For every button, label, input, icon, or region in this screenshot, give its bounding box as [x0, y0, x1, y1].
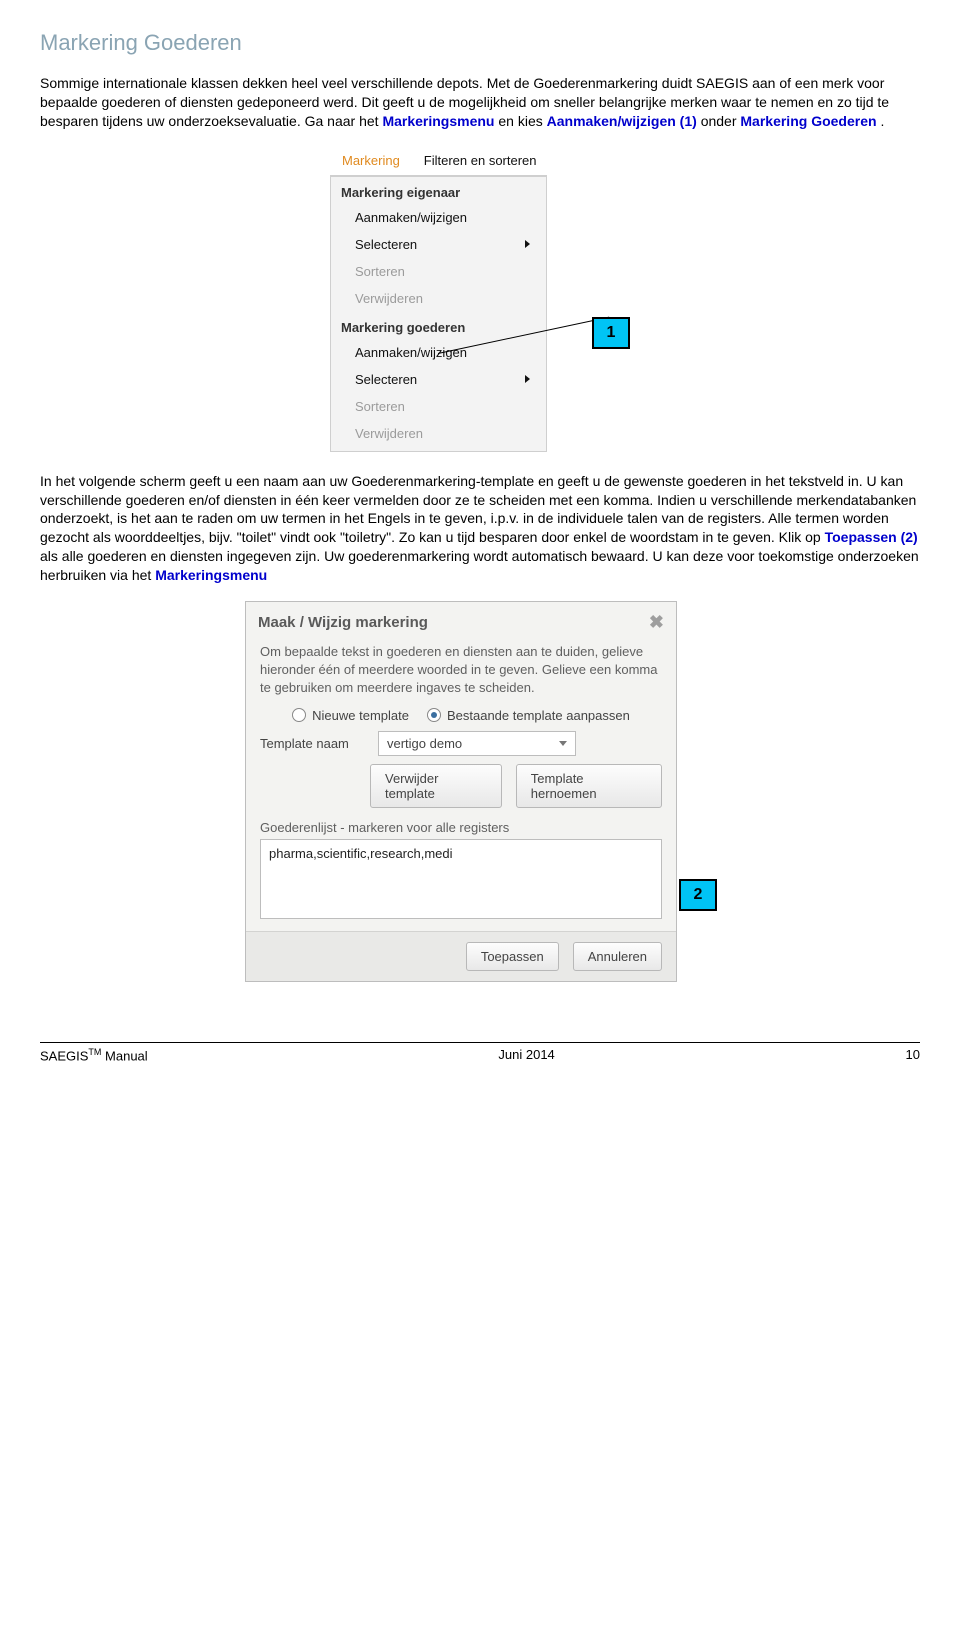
group-markering-eigenaar: Markering eigenaar: [331, 177, 546, 204]
dialog-footer: Toepassen Annuleren: [246, 931, 676, 981]
radio-existing-template[interactable]: [427, 708, 441, 722]
template-name-select[interactable]: vertigo demo: [378, 731, 576, 756]
cancel-button[interactable]: Annuleren: [573, 942, 662, 971]
tab-markering[interactable]: Markering: [330, 147, 412, 174]
footer-product: SAEGIS: [40, 1048, 88, 1063]
goods-list-input[interactable]: pharma,scientific,research,medi: [260, 839, 662, 919]
menu-item-label: Sorteren: [355, 264, 405, 279]
menu-item-selecteren-1[interactable]: Selecteren: [331, 231, 546, 258]
dialog-description: Om bepaalde tekst in goederen en dienste…: [260, 643, 662, 698]
close-icon[interactable]: ✖: [649, 612, 664, 633]
callout-2: 2: [679, 879, 717, 911]
radio-new-template[interactable]: [292, 708, 306, 722]
footer-manual: Manual: [101, 1048, 147, 1063]
footer-page-number: 10: [906, 1047, 920, 1063]
page-title: Markering Goederen: [40, 30, 920, 56]
menu-tabbar: Markering Filteren en sorteren: [330, 147, 630, 175]
menu-item-label: Verwijderen: [355, 426, 423, 441]
toepassen-ref: Toepassen (2): [825, 529, 918, 545]
footer-date: Juni 2014: [498, 1047, 554, 1063]
delete-template-button[interactable]: Verwijder template: [370, 764, 502, 808]
dialog: Maak / Wijzig markering ✖ Om bepaalde te…: [245, 601, 677, 982]
menu-screenshot: Markering Filteren en sorteren Markering…: [330, 147, 630, 452]
menu-item-label: Aanmaken/wijzigen: [355, 210, 467, 225]
menu-item-label: Verwijderen: [355, 291, 423, 306]
menu-item-label: Sorteren: [355, 399, 405, 414]
submenu-arrow-icon: [525, 240, 530, 248]
menu-item-verwijderen-2: Verwijderen: [331, 420, 546, 447]
intro-text-d: .: [880, 113, 884, 129]
menu-item-sorteren-2: Sorteren: [331, 393, 546, 420]
para2-text-a: In het volgende scherm geeft u een naam …: [40, 473, 916, 546]
intro-text-b: en kies: [498, 113, 546, 129]
aanmaken-wijzigen-ref: Aanmaken/wijzigen (1): [547, 113, 697, 129]
footer-left: SAEGISTM Manual: [40, 1047, 148, 1063]
second-paragraph: In het volgende scherm geeft u een naam …: [40, 472, 920, 585]
menu-item-selecteren-2[interactable]: Selecteren: [331, 366, 546, 393]
intro-paragraph: Sommige internationale klassen dekken he…: [40, 74, 920, 131]
dialog-screenshot: Maak / Wijzig markering ✖ Om bepaalde te…: [245, 601, 715, 982]
markering-goederen-ref: Markering Goederen: [740, 113, 876, 129]
menu-item-verwijderen-1: Verwijderen: [331, 285, 546, 312]
template-name-value: vertigo demo: [387, 736, 462, 751]
group-markering-goederen: Markering goederen: [331, 312, 546, 339]
menu-item-label: Aanmaken/wijzigen: [355, 345, 467, 360]
dialog-header: Maak / Wijzig markering ✖: [246, 602, 676, 639]
dialog-title: Maak / Wijzig markering: [258, 614, 428, 631]
menu-item-sorteren-1: Sorteren: [331, 258, 546, 285]
tab-filteren[interactable]: Filteren en sorteren: [412, 147, 549, 174]
intro-text-c: onder: [701, 113, 741, 129]
submenu-arrow-icon: [525, 375, 530, 383]
template-name-label: Template naam: [260, 736, 370, 751]
callout-1: 1: [592, 317, 630, 349]
radio-existing-label: Bestaande template aanpassen: [447, 708, 630, 723]
menu-item-aanmaken-1[interactable]: Aanmaken/wijzigen: [331, 204, 546, 231]
radio-new-label: Nieuwe template: [312, 708, 409, 723]
goods-list-label: Goederenlijst - markeren voor alle regis…: [260, 820, 662, 835]
markeringsmenu-ref-2: Markeringsmenu: [155, 567, 267, 583]
page-footer: SAEGISTM Manual Juni 2014 10: [40, 1042, 920, 1063]
markeringsmenu-ref: Markeringsmenu: [382, 113, 494, 129]
menu-item-label: Selecteren: [355, 237, 417, 252]
menu-panel: Markering eigenaar Aanmaken/wijzigen Sel…: [330, 175, 547, 452]
menu-item-label: Selecteren: [355, 372, 417, 387]
rename-template-button[interactable]: Template hernoemen: [516, 764, 662, 808]
footer-tm: TM: [88, 1047, 101, 1057]
apply-button[interactable]: Toepassen: [466, 942, 559, 971]
chevron-down-icon: [559, 741, 567, 746]
